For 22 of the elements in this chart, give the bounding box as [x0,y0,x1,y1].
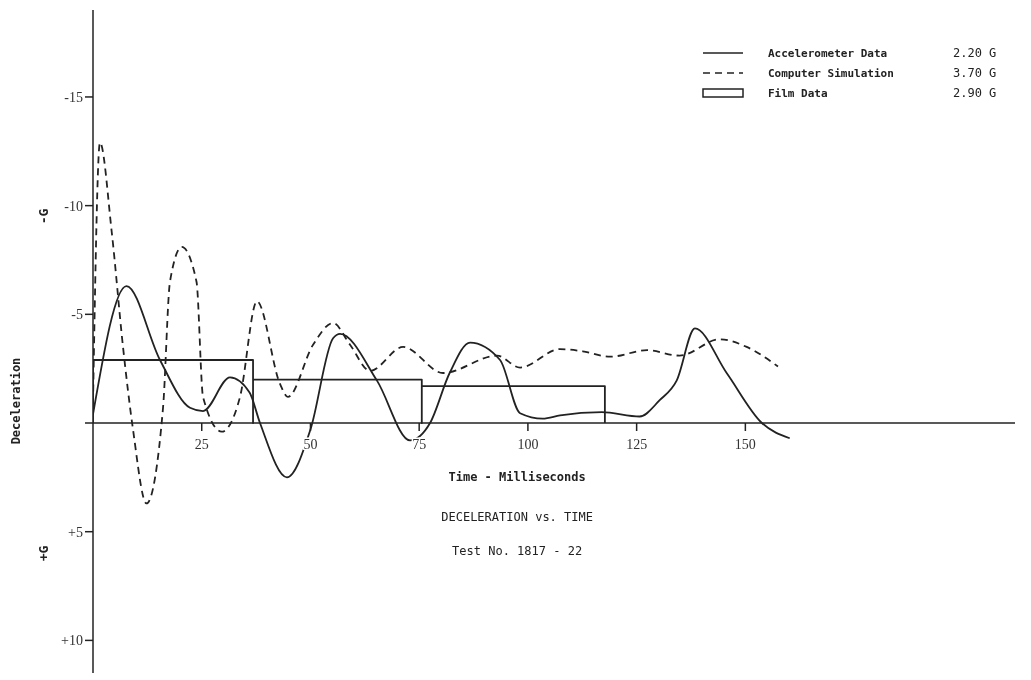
x-axis-title: Time - Milliseconds [448,470,586,485]
y-tick-label: +10 [61,633,83,649]
legend-label: Computer Simulation [768,67,894,80]
y-tick-label: -15 [64,89,83,105]
x-tick-label: 100 [517,437,539,453]
x-tick-label: 75 [412,437,427,453]
legend-label: Accelerometer Data [768,47,888,60]
y-tick-label: +5 [68,524,83,540]
y-tick-label: -10 [64,198,83,214]
text: +G [36,545,51,562]
annotation: 2.20 G [953,46,997,60]
text: Test No. 1817 - 22 [452,544,583,559]
y-axis-title: Deceleration [9,357,23,445]
text: DECELERATION vs. TIME [441,510,593,525]
y-tick-label: -5 [71,307,83,323]
text: -G [36,208,51,225]
annotation: 3.70 G [953,66,997,80]
legend-label: Film Data [768,87,828,100]
x-tick-label: 125 [626,437,648,453]
x-tick-label: 25 [194,437,209,453]
annotation: 2.90 G [953,86,997,100]
x-tick-label: 150 [734,437,756,453]
